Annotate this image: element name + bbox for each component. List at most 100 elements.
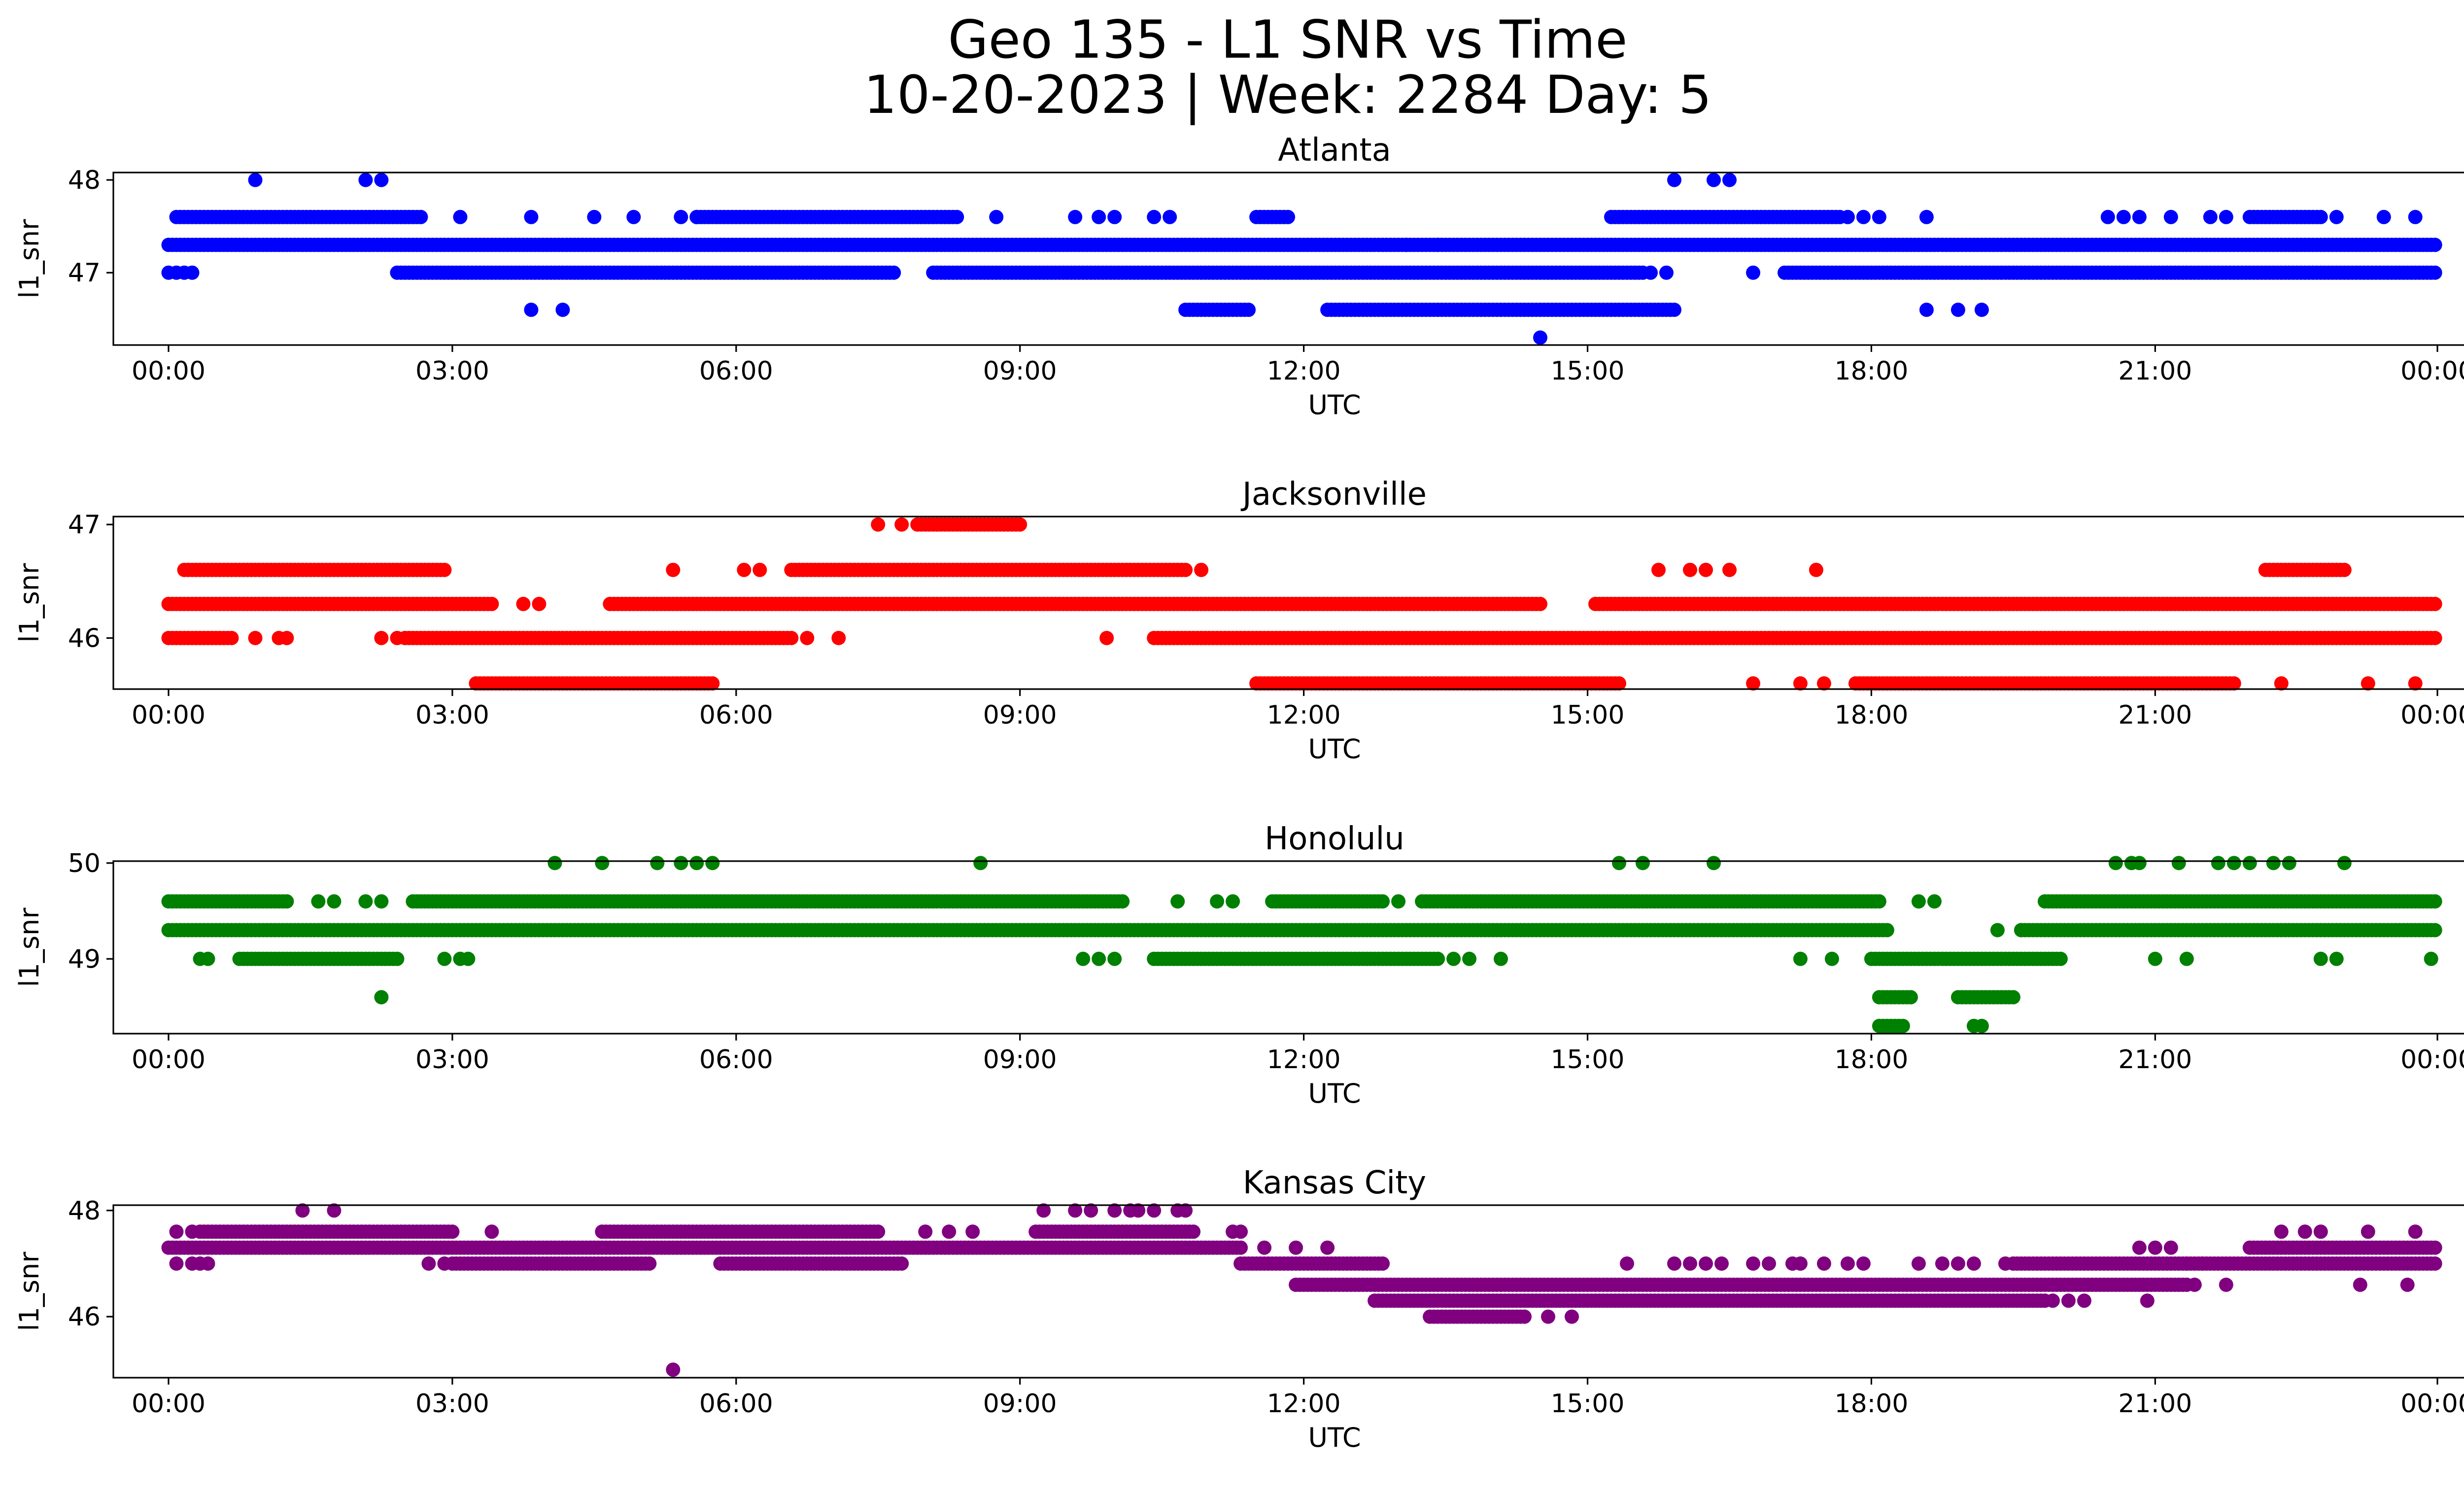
data-point — [1793, 951, 1808, 966]
subplot-title: Atlanta — [1278, 132, 1391, 169]
data-point — [1533, 596, 1547, 611]
data-point — [1643, 265, 1658, 280]
y-axis-label: l1_snr — [14, 219, 45, 299]
data-point — [327, 894, 342, 909]
data-point — [2108, 856, 2123, 870]
x-tick-label: 06:00 — [699, 700, 773, 730]
data-point — [374, 894, 389, 909]
data-point — [1241, 303, 1256, 317]
data-point — [587, 209, 602, 224]
data-point — [1068, 209, 1083, 224]
data-point — [595, 856, 610, 870]
data-point — [2361, 676, 2375, 691]
subplot-title: Kansas City — [1243, 1165, 1426, 1201]
data-point — [374, 990, 389, 1005]
x-tick-label: 09:00 — [983, 356, 1057, 386]
data-point — [390, 951, 405, 966]
data-point — [973, 856, 988, 870]
data-point — [1746, 265, 1760, 280]
x-tick-label: 00:00 — [2400, 700, 2464, 730]
data-point — [871, 517, 886, 532]
data-point — [1013, 517, 1027, 532]
x-tick-label: 03:00 — [415, 700, 489, 730]
data-point — [2242, 856, 2257, 870]
axes-frame — [112, 860, 2464, 1035]
data-point — [2100, 209, 2115, 224]
data-point — [2376, 209, 2391, 224]
data-point — [1816, 676, 1831, 691]
scatter-series — [161, 856, 2442, 1033]
figure-subtitle: 10-20-2023 | Week: 2284 Day: 5 — [863, 65, 1712, 125]
x-tick-label: 21:00 — [2118, 1045, 2192, 1075]
data-point — [1226, 894, 1240, 909]
data-point — [887, 265, 901, 280]
data-point — [2329, 209, 2344, 224]
data-point — [1107, 209, 1122, 224]
data-point — [437, 562, 452, 577]
data-point — [279, 630, 294, 645]
data-point — [2337, 856, 2352, 870]
data-point — [705, 856, 720, 870]
data-point — [2408, 209, 2423, 224]
data-point — [831, 630, 846, 645]
data-point — [2116, 209, 2131, 224]
data-point — [989, 209, 1004, 224]
x-tick-label: 00:00 — [132, 356, 205, 386]
data-point — [1919, 209, 1934, 224]
data-point — [1281, 209, 1296, 224]
data-point — [2171, 856, 2186, 870]
data-point — [2428, 894, 2442, 909]
data-point — [642, 1256, 657, 1271]
x-tick-label: 00:00 — [132, 1045, 205, 1075]
x-axis-label: UTC — [1308, 733, 1361, 765]
data-point — [666, 562, 681, 577]
x-tick-label: 06:00 — [699, 1045, 773, 1075]
data-point — [1533, 330, 1547, 345]
data-point — [1186, 1224, 1201, 1239]
data-point — [2053, 951, 2068, 966]
data-point — [1163, 209, 1177, 224]
x-axis-label: UTC — [1308, 1078, 1361, 1109]
data-point — [1399, 238, 1414, 252]
data-point — [1856, 209, 1871, 224]
data-point — [2282, 856, 2296, 870]
data-point — [1170, 894, 1185, 909]
data-point — [445, 1224, 460, 1239]
data-point — [2329, 951, 2344, 966]
data-point — [2203, 209, 2218, 224]
data-point — [894, 1256, 909, 1271]
data-point — [2337, 562, 2352, 577]
data-point — [1951, 303, 1965, 317]
data-point — [461, 951, 476, 966]
data-point — [784, 630, 799, 645]
data-point — [193, 951, 207, 966]
data-point — [1667, 173, 1681, 187]
data-point — [1391, 894, 1406, 909]
data-point — [1076, 951, 1091, 966]
data-point — [2274, 676, 2289, 691]
data-point — [2428, 630, 2442, 645]
data-point — [1494, 951, 1508, 966]
data-point — [2148, 951, 2162, 966]
x-tick-label: 00:00 — [2400, 356, 2464, 386]
data-point — [532, 596, 547, 611]
x-tick-label: 12:00 — [1267, 1045, 1341, 1075]
data-point — [800, 630, 815, 645]
data-point — [1233, 1240, 1248, 1255]
data-point — [1659, 265, 1674, 280]
x-tick-label: 00:00 — [2400, 1045, 2464, 1075]
data-point — [1462, 951, 1477, 966]
data-point — [1974, 303, 1989, 317]
data-point — [2313, 209, 2328, 224]
data-point — [2179, 951, 2194, 966]
data-point — [524, 303, 539, 317]
data-point — [224, 630, 239, 645]
data-point — [1793, 676, 1808, 691]
data-point — [2014, 923, 2028, 938]
data-point — [1431, 951, 1445, 966]
x-tick-label: 21:00 — [2118, 700, 2192, 730]
data-point — [894, 517, 909, 532]
data-point — [1194, 562, 1209, 577]
